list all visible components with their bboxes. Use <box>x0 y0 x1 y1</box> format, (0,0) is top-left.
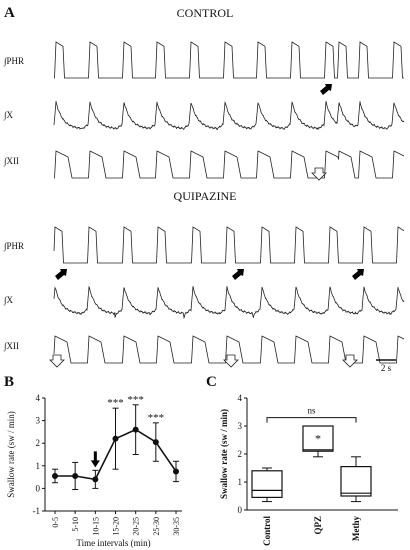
chart-b-treatment-arrow <box>90 451 100 468</box>
scale-bar: 2 s <box>376 359 396 373</box>
chart-b-significance: *** <box>107 397 124 409</box>
chart-b-significance: *** <box>127 394 144 406</box>
chart-c-y-tick-label: 1 <box>238 477 243 487</box>
chart-b-x-tick-label: 10-15 <box>91 517 100 536</box>
chart-b-y-tick-label: 1 <box>36 461 41 471</box>
panel-a-letter: A <box>4 5 15 21</box>
chart-b-x-tick-label: 30-35 <box>172 517 181 536</box>
swallow-marker-x <box>232 269 244 280</box>
chart-b-point <box>112 435 119 442</box>
swallow-marker-x <box>352 269 364 280</box>
swallow-marker-xii <box>49 354 65 368</box>
chart-b-y-tick-label: 4 <box>36 393 41 403</box>
chart-c-y-tick-label: 4 <box>238 393 243 403</box>
chart-b-point <box>72 472 79 479</box>
trace-x <box>53 285 405 320</box>
chart-b-x-tick-label: 0-5 <box>51 517 60 528</box>
chart-b-x-tick-label: 25-30 <box>152 517 161 536</box>
chart-c-bracket-label: ns <box>307 406 316 416</box>
control-title: CONTROL <box>177 6 234 20</box>
chart-c-category-label: Control <box>262 516 272 546</box>
chart-c-y-label: Swallow rate (sw / min) <box>219 409 229 499</box>
chart-c-category-label: QPZ <box>313 516 323 535</box>
chart-b-significance: *** <box>148 412 165 424</box>
trace-label-phr: ∫PHR <box>3 241 24 252</box>
chart-b-point <box>152 439 159 446</box>
swallow-marker-xii <box>311 167 327 181</box>
quipazine-title: QUIPAZINE <box>174 189 237 203</box>
trace-x <box>53 101 405 131</box>
chart-b-y-tick-label: -1 <box>33 506 41 516</box>
trace-label-xii: ∫XII <box>3 341 19 352</box>
chart-b-x-tick-label: 20-25 <box>132 517 141 536</box>
chart-b: -1 0 1 2 3 4 0-5 5-10 10-15 15-20 20-25 25-30 30-35 S… <box>6 393 182 548</box>
chart-b-point <box>92 476 99 483</box>
panel-b-letter: B <box>4 374 14 390</box>
swallow-marker-xii <box>342 354 358 368</box>
chart-c-y-tick-label: 3 <box>238 421 243 431</box>
chart-c-box <box>340 466 372 497</box>
quipazine-traces: ∫PHR ∫X ∫XII <box>3 226 405 368</box>
chart-b-y-label: Swallow rate (sw / min) <box>6 411 16 497</box>
trace-label-phr: ∫PHR <box>3 56 24 67</box>
chart-b-point <box>52 472 58 479</box>
panel-c-letter: C <box>206 374 217 390</box>
chart-b-x-tick-label: 5-10 <box>71 517 80 532</box>
trace-phr <box>54 41 404 79</box>
trace-label-xii: ∫XII <box>3 156 19 167</box>
control-traces: ∫PHR ∫X ∫XII <box>3 41 405 181</box>
chart-b-x-label: Time intervals (min) <box>76 538 150 548</box>
chart-c-category-label: Methy <box>351 516 361 541</box>
chart-b-x-tick-label: 15-20 <box>112 517 121 536</box>
chart-c-y-tick-label: 0 <box>238 505 243 515</box>
chart-c-box <box>302 425 334 452</box>
trace-xii <box>54 150 405 179</box>
scale-bar-label: 2 s <box>381 363 392 373</box>
chart-c-y-tick-label: 2 <box>238 449 243 459</box>
swallow-marker-x <box>320 84 332 95</box>
swallow-marker-xii <box>223 354 239 368</box>
trace-label-x: ∫X <box>3 110 13 121</box>
chart-b-y-tick-label: 2 <box>36 438 41 448</box>
chart-b-point <box>132 426 139 433</box>
chart-c-star: * <box>315 432 321 446</box>
chart-c-bracket <box>266 417 357 423</box>
chart-b-y-tick-label: 3 <box>36 416 41 426</box>
chart-c: 0 1 2 3 4 Swallow rate (sw / min) Control QPZ Me… <box>219 393 398 546</box>
chart-c-box <box>251 470 283 498</box>
trace-phr <box>53 226 405 264</box>
swallow-marker-x <box>55 269 67 280</box>
trace-label-x: ∫X <box>3 295 13 306</box>
chart-b-y-tick-label: 0 <box>36 483 41 493</box>
chart-b-point <box>173 468 179 475</box>
